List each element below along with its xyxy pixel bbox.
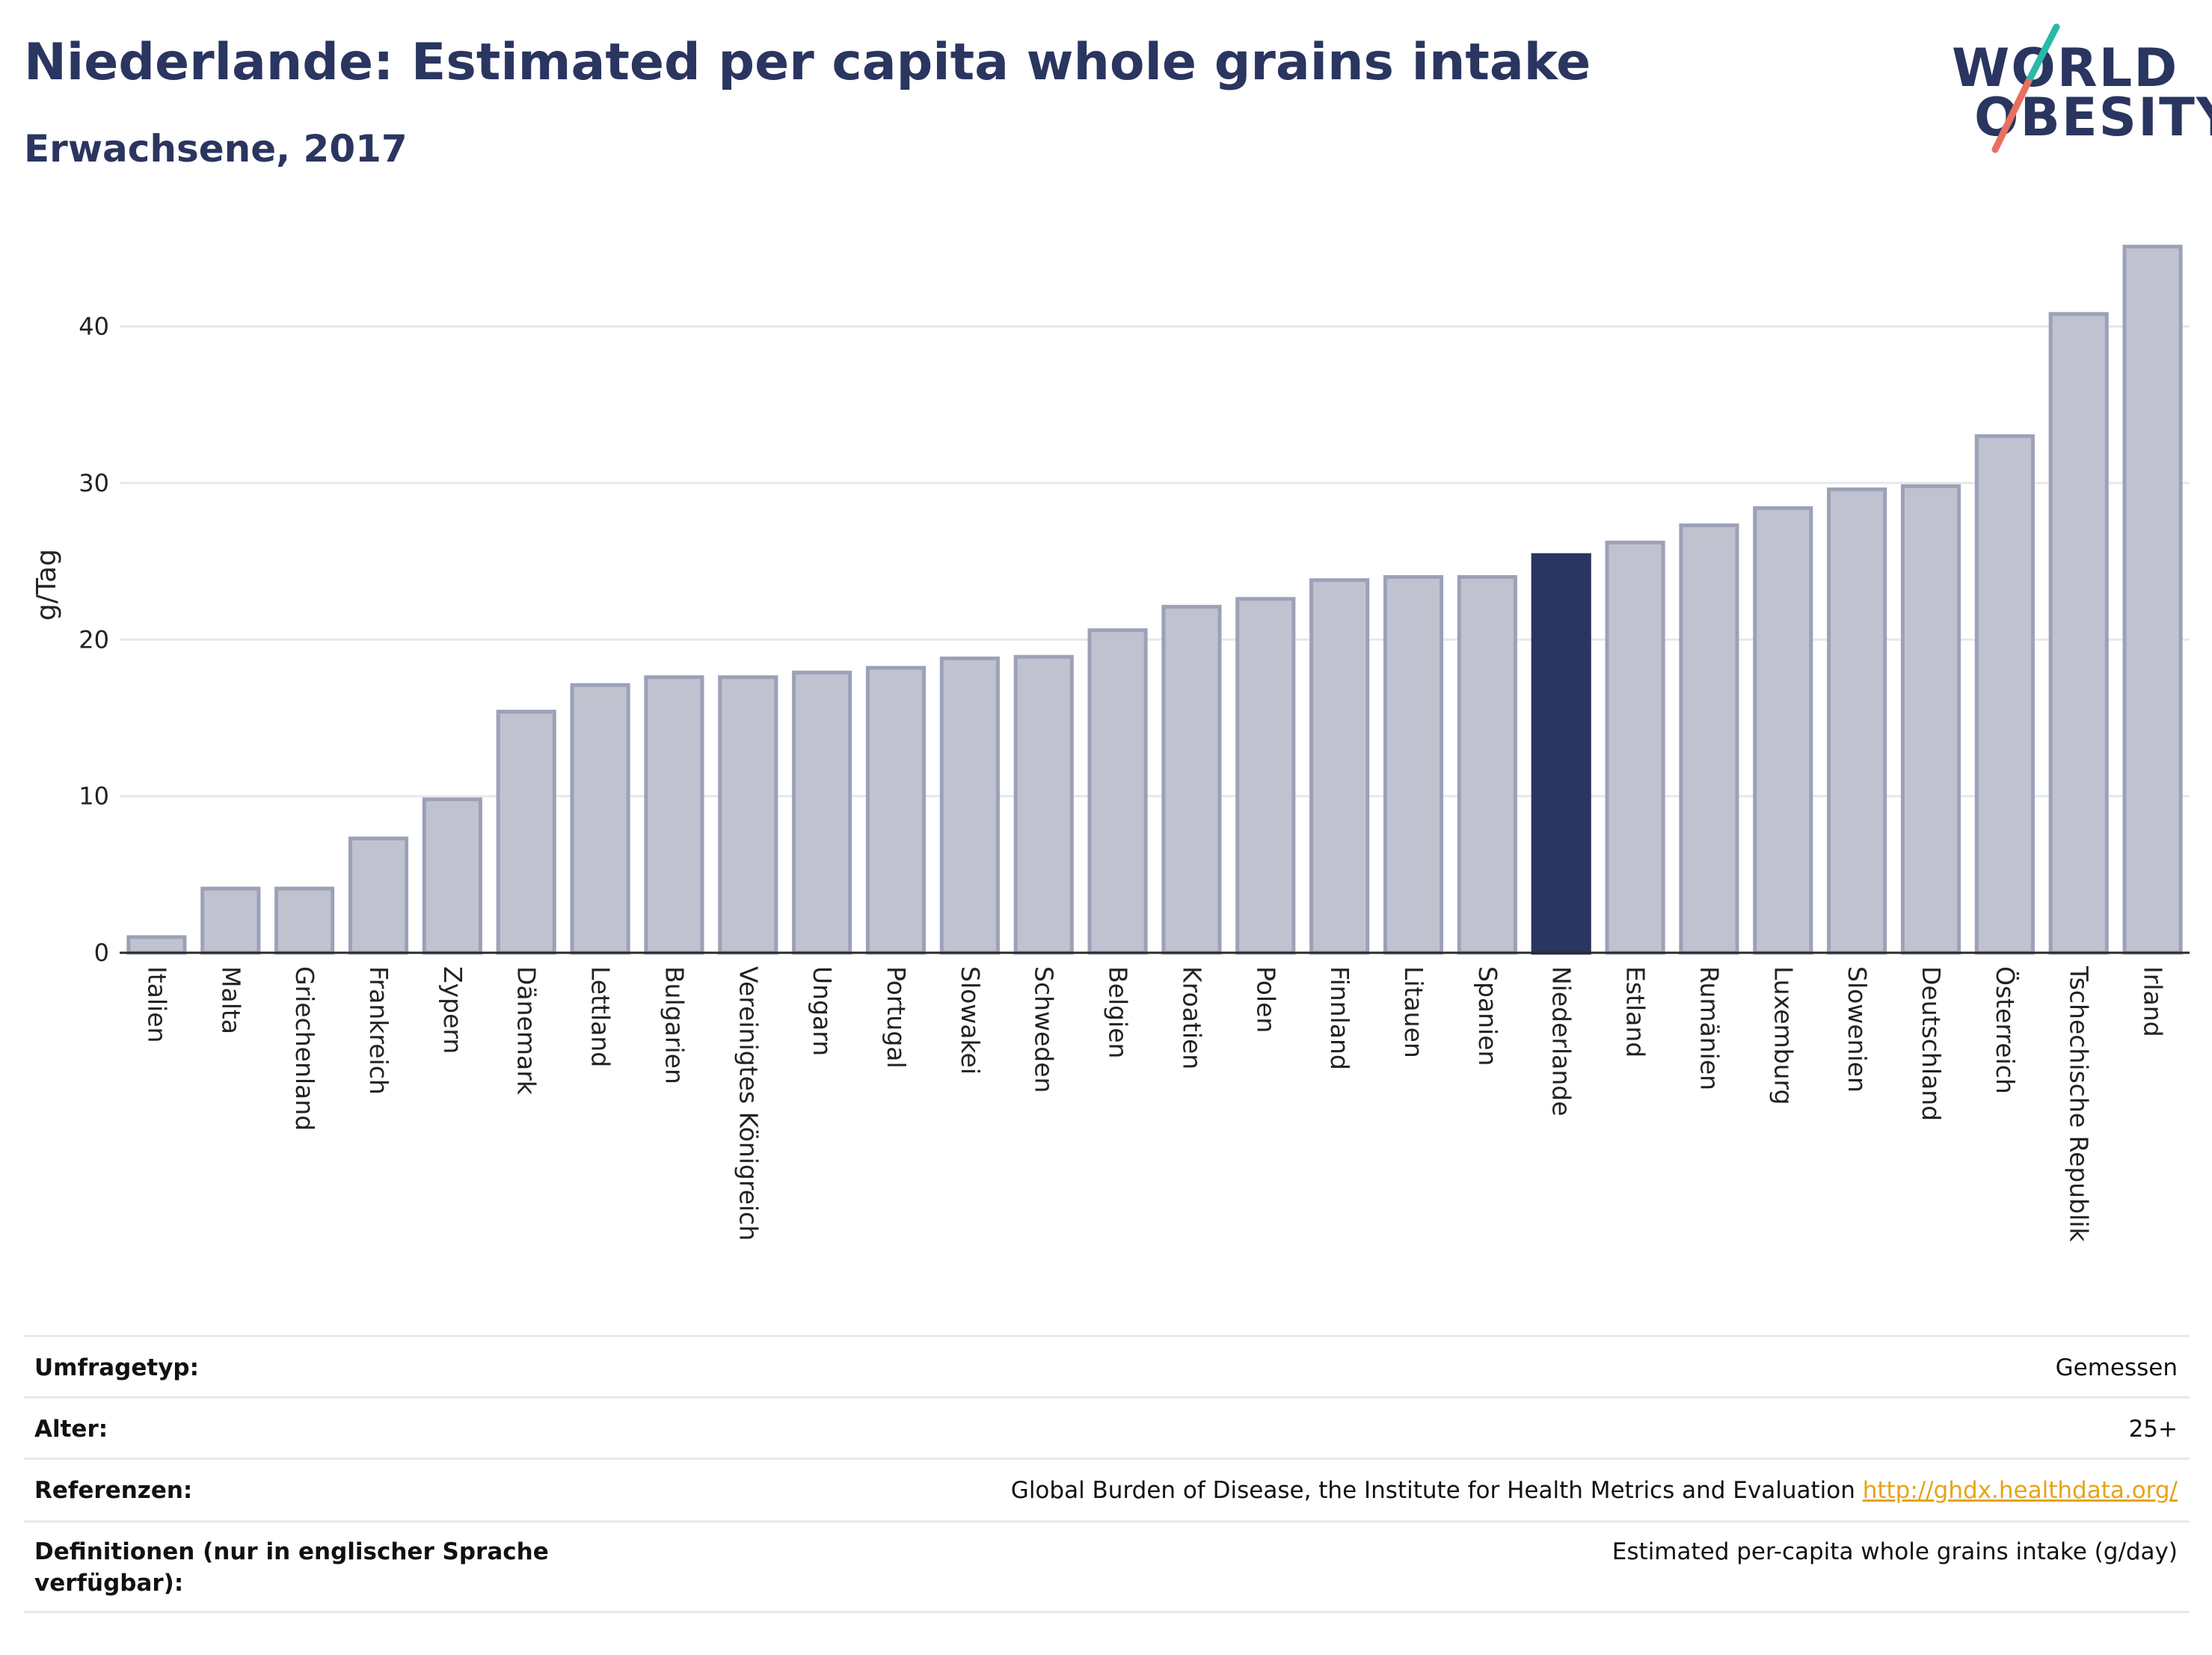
bar-slowakei bbox=[939, 656, 1000, 955]
info-label: Referenzen: bbox=[34, 1477, 193, 1504]
x-tick-label: Ungarn bbox=[808, 966, 837, 1056]
info-label: Alter: bbox=[34, 1416, 108, 1443]
info-label: Definitionen (nur in englischer Sprache … bbox=[34, 1538, 549, 1597]
bar-malta bbox=[200, 886, 261, 955]
chart-subtitle: Erwachsene, 2017 bbox=[24, 127, 408, 171]
world-obesity-logo: WORLD OBESITY bbox=[1952, 22, 2212, 157]
chart-title: Niederlande: Estimated per capita whole … bbox=[24, 33, 1591, 92]
y-tick-label: 40 bbox=[79, 313, 109, 341]
x-tick-label: Schweden bbox=[1030, 966, 1059, 1093]
axes: 0 10 20 30 40 bbox=[79, 313, 2190, 967]
bar-luxemburg bbox=[1753, 506, 1813, 955]
bar-chart: 0 10 20 30 40 Italien Malta Griechenland Frankr… bbox=[31, 245, 2190, 1242]
bar-bulgarien bbox=[644, 675, 704, 955]
bar-portugal bbox=[865, 666, 927, 955]
bar-finnland bbox=[1309, 578, 1370, 955]
y-tick-label: 10 bbox=[79, 782, 109, 811]
x-tick-label: Italien bbox=[142, 966, 171, 1043]
bar-niederlande bbox=[1531, 553, 1591, 955]
info-row: Referenzen: Global Burden of Disease, the… bbox=[24, 1458, 2190, 1520]
x-tick-label: Bulgarien bbox=[660, 966, 689, 1084]
logo-slash-icon bbox=[1991, 23, 2060, 153]
x-tick-label: Vereinigtes Königreich bbox=[734, 966, 763, 1241]
bar-ungarn bbox=[792, 670, 852, 955]
info-value-text: 25+ bbox=[2128, 1416, 2178, 1443]
bar-zypern bbox=[422, 797, 482, 955]
info-table: Umfragetyp: Gemessen Alter: 25+ Referenzen: G… bbox=[24, 1335, 2190, 1613]
info-value-text: Global Burden of Disease, the Institute … bbox=[1010, 1477, 1855, 1504]
bar-estland bbox=[1605, 540, 1665, 955]
info-value-text: Estimated per-capita whole grains intake… bbox=[1612, 1538, 2178, 1565]
x-tick-label: Slowakei bbox=[956, 966, 985, 1075]
x-tick-label: Kroatien bbox=[1177, 966, 1206, 1069]
bar-dänemark bbox=[496, 710, 556, 955]
x-tick-label: Österreich bbox=[1991, 966, 2021, 1094]
x-tick-label: Luxemburg bbox=[1769, 966, 1798, 1105]
bar-vereinigtes-königreich bbox=[718, 675, 778, 955]
info-row: Umfragetyp: Gemessen bbox=[24, 1335, 2190, 1396]
bar-polen bbox=[1235, 597, 1296, 955]
bar-slowenien bbox=[1827, 487, 1887, 955]
y-tick-label: 20 bbox=[79, 625, 109, 654]
info-row: Definitionen (nur in englischer Sprache … bbox=[24, 1520, 2190, 1613]
x-tick-label: Zypern bbox=[438, 966, 467, 1054]
bar-kroatien bbox=[1161, 604, 1222, 955]
bar-tschechische-republik bbox=[2048, 312, 2109, 955]
bar-italien bbox=[126, 935, 187, 955]
x-tick-label: Tschechische Republik bbox=[2065, 965, 2094, 1242]
bar-litauen bbox=[1383, 575, 1444, 955]
x-tick-label: Malta bbox=[216, 966, 245, 1034]
info-value: Gemessen bbox=[2056, 1352, 2190, 1384]
x-tick-label: Dänemark bbox=[512, 966, 541, 1096]
x-tick-label: Niederlande bbox=[1547, 966, 1576, 1117]
bars bbox=[126, 245, 2183, 955]
x-tick-label: Portugal bbox=[882, 966, 911, 1069]
y-tick-label: 30 bbox=[79, 469, 109, 497]
bar-belgien bbox=[1087, 628, 1148, 955]
x-tick-label: Griechenland bbox=[290, 966, 319, 1131]
bar-frankreich bbox=[348, 836, 409, 955]
y-tick-label: 0 bbox=[94, 939, 109, 967]
info-label: Umfragetyp: bbox=[34, 1354, 199, 1381]
category-labels: Italien Malta Griechenland Frankreich Zypern… bbox=[142, 965, 2167, 1242]
x-tick-label: Slowenien bbox=[1843, 966, 1872, 1093]
x-tick-label: Frankreich bbox=[364, 966, 393, 1095]
info-value: Global Burden of Disease, the Institute … bbox=[1011, 1475, 2190, 1506]
info-value: 25+ bbox=[2129, 1413, 2190, 1445]
x-tick-label: Finnland bbox=[1325, 966, 1354, 1070]
bar-rumänien bbox=[1679, 523, 1739, 955]
info-row: Alter: 25+ bbox=[24, 1396, 2190, 1458]
x-tick-label: Litauen bbox=[1399, 966, 1428, 1058]
y-axis-label: g/Tag bbox=[31, 549, 62, 621]
x-tick-label: Belgien bbox=[1104, 966, 1133, 1058]
bar-österreich bbox=[1974, 434, 2035, 955]
x-tick-label: Estland bbox=[1621, 966, 1650, 1057]
x-tick-label: Spanien bbox=[1473, 966, 1502, 1066]
x-tick-label: Polen bbox=[1251, 966, 1280, 1033]
bar-spanien bbox=[1457, 575, 1517, 955]
reference-link[interactable]: http://ghdx.healthdata.org/ bbox=[1862, 1477, 2178, 1504]
info-value-text: Gemessen bbox=[2055, 1354, 2178, 1381]
bar-griechenland bbox=[274, 886, 335, 955]
x-tick-label: Irland bbox=[2139, 966, 2168, 1037]
bar-irland bbox=[2122, 245, 2183, 955]
bar-schweden bbox=[1013, 654, 1074, 955]
bar-lettland bbox=[570, 683, 630, 955]
info-value: Estimated per-capita whole grains intake… bbox=[1612, 1536, 2190, 1568]
logo-word-1: WORLD bbox=[1952, 37, 2179, 99]
x-tick-label: Deutschland bbox=[1917, 966, 1946, 1121]
x-tick-label: Lettland bbox=[586, 966, 615, 1067]
bar-deutschland bbox=[1900, 484, 1961, 955]
x-tick-label: Rumänien bbox=[1695, 966, 1724, 1090]
